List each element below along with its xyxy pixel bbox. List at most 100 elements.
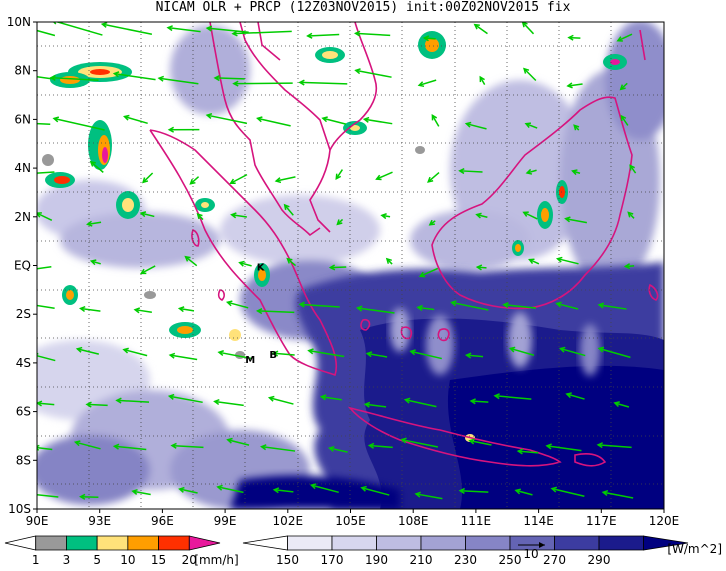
wind-arrow bbox=[360, 485, 390, 496]
wind-arrow bbox=[256, 116, 291, 127]
lon-label: 111E bbox=[461, 514, 492, 528]
wind-arrow bbox=[418, 267, 439, 278]
precip-cell bbox=[229, 329, 241, 341]
wind-arrow bbox=[37, 302, 55, 309]
wind-arrow bbox=[620, 114, 629, 126]
wind-arrow bbox=[566, 82, 583, 89]
wind-arrow bbox=[52, 22, 103, 36]
wind-arrow bbox=[403, 397, 437, 408]
wind-arrow bbox=[115, 397, 150, 404]
precip-cell bbox=[45, 172, 75, 188]
map-title: NICAM OLR + PRCP (12Z03NOV2015) init:00Z… bbox=[155, 0, 571, 15]
wind-arrow bbox=[52, 116, 105, 131]
wind-arrow bbox=[271, 350, 295, 357]
precip-colorbar-swatch bbox=[96, 535, 129, 551]
wind-arrow bbox=[100, 22, 153, 36]
wind-arrow bbox=[336, 218, 344, 226]
olr-colorbar-swatch bbox=[287, 535, 333, 551]
olr-colorbar: 150 170 190 210 230 250 270 290 [W/m^2] bbox=[242, 535, 722, 567]
wind-arrow bbox=[417, 79, 437, 88]
precip-colorbar-tick: 5 bbox=[93, 553, 101, 567]
wind-arrow bbox=[123, 114, 148, 125]
wind-arrow bbox=[458, 487, 489, 494]
precip-colorbar-tick: 15 bbox=[151, 553, 166, 567]
wind-arrow bbox=[170, 442, 204, 449]
wind-arrow bbox=[122, 347, 148, 357]
wind-arrow bbox=[37, 170, 55, 177]
wind-arrow bbox=[475, 264, 487, 271]
wind-arrow bbox=[307, 348, 345, 358]
olr-colorbar-swatch bbox=[376, 535, 422, 551]
precip-colorbar-swatch bbox=[158, 535, 190, 551]
wind-arrow bbox=[564, 216, 588, 224]
wind-arrow bbox=[230, 212, 247, 219]
wind-arrow bbox=[272, 487, 294, 494]
wind-arrow bbox=[367, 442, 393, 449]
wind-arrow bbox=[629, 164, 637, 174]
wind-arrow bbox=[283, 203, 294, 216]
wind-arrow bbox=[255, 308, 295, 315]
wind-arrow bbox=[79, 493, 99, 500]
wind-arrow bbox=[508, 346, 535, 356]
wind-arrow bbox=[226, 437, 250, 446]
wind-arrow bbox=[139, 265, 156, 275]
lat-label: 4S bbox=[16, 356, 31, 370]
lon-label: 99E bbox=[214, 514, 237, 528]
wind-arrow bbox=[112, 443, 147, 451]
wind-arrow bbox=[85, 401, 108, 408]
lon-label: 96E bbox=[151, 514, 174, 528]
precip-colorbar-tick: 3 bbox=[63, 553, 71, 567]
precip-colorbar-swatch bbox=[66, 535, 98, 551]
lon-label: 117E bbox=[586, 514, 617, 528]
wind-arrow bbox=[416, 304, 435, 311]
wind-arrow bbox=[545, 443, 582, 452]
wind-arrow bbox=[213, 75, 245, 82]
wind-arrow bbox=[133, 307, 152, 314]
olr-colorbar-swatch bbox=[598, 535, 644, 551]
wind-arrow bbox=[205, 113, 248, 125]
station-marker-K: K bbox=[257, 262, 266, 273]
lat-label: 10N bbox=[7, 15, 31, 29]
precip-colorbar-swatch bbox=[35, 535, 67, 551]
precip-cell bbox=[512, 240, 524, 256]
wind-arrow bbox=[450, 300, 489, 311]
wind-arrow bbox=[37, 76, 52, 80]
precip-cell bbox=[116, 191, 140, 219]
wind-arrow bbox=[354, 68, 392, 78]
wind-arrow bbox=[528, 258, 540, 265]
wind-arrow bbox=[468, 438, 492, 446]
wind-arrow bbox=[260, 444, 296, 452]
precip-cell bbox=[603, 54, 627, 70]
wind-arrow bbox=[616, 33, 633, 42]
wind-arrow bbox=[596, 442, 632, 449]
lon-label: 105E bbox=[335, 514, 366, 528]
wind-arrow bbox=[231, 30, 292, 37]
longitude-labels: 90E 93E 96E 99E 102E 105E 108E 111E 114E 117E 120E bbox=[26, 509, 680, 528]
lat-label: 6S bbox=[16, 405, 31, 419]
wind-arrow bbox=[89, 259, 101, 266]
wind-arrow bbox=[353, 30, 391, 37]
lat-label: 4N bbox=[14, 161, 31, 175]
lat-label: 2N bbox=[14, 210, 31, 224]
wind-arrow bbox=[225, 300, 249, 309]
precip-colorbar-tick: 20 bbox=[182, 553, 197, 567]
wind-arrow bbox=[216, 484, 244, 494]
lat-label: 6N bbox=[14, 112, 31, 126]
precip-colorbar-unit: [mm/h] bbox=[194, 553, 238, 567]
wind-arrow bbox=[37, 122, 51, 125]
station-marker-M: M bbox=[245, 355, 255, 366]
wind-arrow bbox=[558, 346, 586, 357]
olr-colorbar-tick: 230 bbox=[454, 553, 477, 567]
wind-arrow bbox=[157, 75, 199, 85]
wind-arrow bbox=[184, 255, 198, 267]
precip-cell bbox=[169, 322, 201, 338]
olr-colorbar-swatch bbox=[331, 535, 377, 551]
lat-label: 10S bbox=[8, 502, 31, 516]
wind-arrow bbox=[168, 352, 198, 361]
wind-arrow bbox=[555, 301, 579, 310]
wind-arrow bbox=[356, 305, 395, 314]
lon-label: 120E bbox=[649, 514, 680, 528]
olr-colorbar-tick: 250 bbox=[499, 553, 522, 567]
olr-colorbar-tick: 190 bbox=[365, 553, 388, 567]
